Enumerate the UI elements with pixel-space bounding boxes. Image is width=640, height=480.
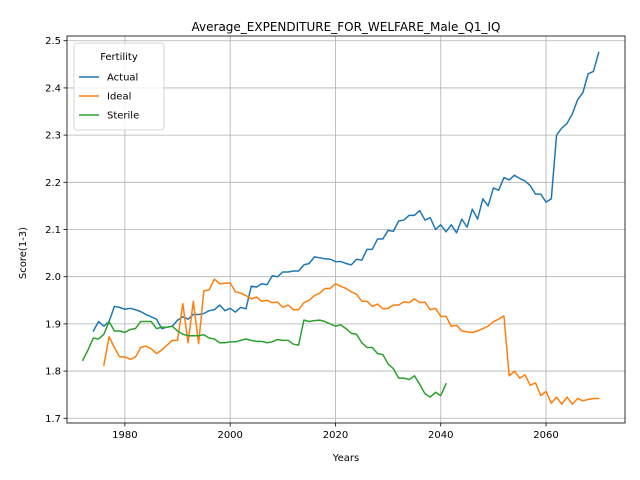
y-tick-label: 2.5 bbox=[45, 36, 61, 47]
y-tick-label: 2.0 bbox=[45, 272, 61, 283]
y-tick-label: 1.9 bbox=[45, 319, 61, 330]
series-line-sterile bbox=[81, 319, 448, 398]
legend: Fertility Actual Ideal Sterile bbox=[73, 42, 165, 131]
legend-entries: Actual Ideal Sterile bbox=[79, 73, 139, 122]
y-axis-ticks: 1.7 1.8 1.9 2.0 2.1 2.2 2.3 2.4 2.5 bbox=[45, 36, 67, 425]
legend-box bbox=[73, 42, 165, 131]
y-tick-label: 2.2 bbox=[45, 178, 61, 189]
y-axis-label: Score(1-3) bbox=[18, 227, 29, 279]
series-lines bbox=[81, 51, 600, 405]
legend-label-ideal: Ideal bbox=[107, 92, 131, 103]
x-tick-label: 2000 bbox=[217, 430, 242, 441]
x-tick-label: 1980 bbox=[112, 430, 137, 441]
y-tick-label: 2.1 bbox=[45, 225, 61, 236]
chart-title: Average_EXPENDITURE_FOR_WELFARE_Male_Q1_… bbox=[192, 20, 501, 34]
y-tick-label: 2.4 bbox=[45, 83, 61, 94]
grid bbox=[67, 36, 625, 423]
y-tick-label: 1.8 bbox=[45, 367, 61, 378]
legend-title: Fertility bbox=[100, 52, 138, 63]
y-tick-label: 1.7 bbox=[45, 414, 61, 425]
x-tick-label: 2040 bbox=[428, 430, 453, 441]
series-line-ideal bbox=[102, 278, 600, 405]
x-tick-label: 2020 bbox=[323, 430, 348, 441]
legend-label-actual: Actual bbox=[107, 73, 138, 84]
y-tick-label: 2.3 bbox=[45, 131, 61, 142]
x-tick-label: 2060 bbox=[533, 430, 558, 441]
legend-label-sterile: Sterile bbox=[107, 111, 139, 122]
x-axis-ticks: 1980 2000 2020 2040 2060 bbox=[112, 423, 559, 441]
x-axis-label: Years bbox=[332, 453, 359, 464]
series-line-actual bbox=[92, 51, 600, 332]
